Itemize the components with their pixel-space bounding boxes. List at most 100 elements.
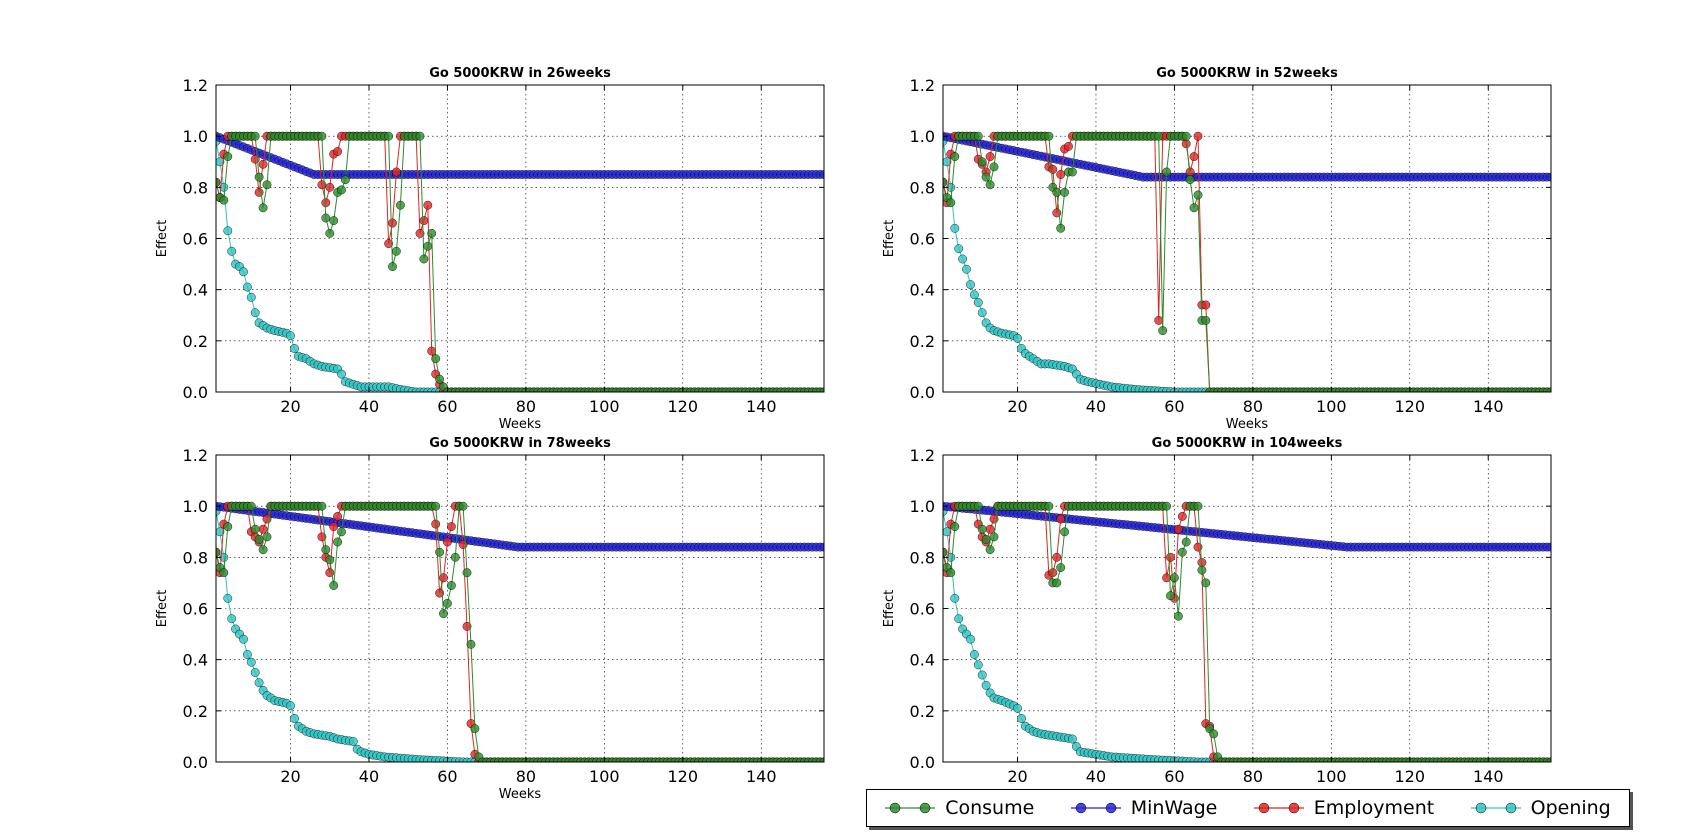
opening-series-point <box>943 527 952 537</box>
consume-series-point <box>470 724 480 734</box>
y-tick-label: 0.0 <box>910 753 935 772</box>
x-tick-label: 100 <box>1316 767 1347 786</box>
consume-series-point <box>1197 565 1207 575</box>
opening-series-point <box>970 290 979 300</box>
opening-series-point <box>966 280 975 289</box>
opening-series-point <box>973 660 983 670</box>
consume-series <box>943 131 1551 392</box>
x-tick-label: 40 <box>1086 767 1106 786</box>
consume-series-point <box>258 545 268 555</box>
consume-series-point <box>1052 187 1062 197</box>
chart-panel-1: 20 40 60 80 100 120 140 0.0 0.2 0.4 0.6 0.8 1.0 1.2 Go… <box>155 66 825 432</box>
x-tick-label: 20 <box>280 767 300 786</box>
y-tick-label: 1.2 <box>910 76 935 95</box>
consume-series-point <box>446 581 456 590</box>
employment-series-point <box>1056 170 1066 179</box>
legend-item-opening: Opening <box>1470 797 1611 819</box>
consume-series-point <box>1209 729 1219 739</box>
y-tick-label: 0.0 <box>910 383 935 402</box>
y-tick-label: 0.2 <box>183 332 208 351</box>
opening-series-point <box>958 254 967 264</box>
consume-series-point <box>989 532 999 542</box>
y-tick-label: 1.2 <box>183 446 208 465</box>
opening-series-point <box>977 670 987 680</box>
consume-series-point <box>1060 527 1070 537</box>
legend: Consume MinWage Employment Opening <box>866 789 1630 827</box>
x-tick-label: 60 <box>437 767 457 786</box>
consume-series-point <box>1193 190 1203 200</box>
opening-series-point <box>246 657 256 667</box>
employment-series-point <box>1052 552 1062 562</box>
opening-series-point <box>246 292 256 302</box>
consume-series-point <box>384 131 393 141</box>
minwage-series-point <box>1546 542 1551 552</box>
consume-series-point <box>1052 578 1062 588</box>
consume-series-point <box>1174 611 1183 621</box>
consume-series-point <box>325 228 335 238</box>
consume-series-point <box>1181 537 1191 547</box>
consume-series-point <box>427 228 437 238</box>
legend-employment-label: Employment <box>1313 797 1435 819</box>
opening-series-point <box>216 527 225 537</box>
employment-series-point <box>985 152 995 162</box>
legend-item-employment: Employment <box>1253 797 1435 819</box>
employment-series-point <box>254 187 264 197</box>
consume-series-point <box>419 254 429 264</box>
y-tick-label: 0.8 <box>910 548 935 567</box>
consume-series-point <box>985 545 995 555</box>
consume-series-point <box>395 200 405 210</box>
legend-consume-label: Consume <box>945 797 1035 819</box>
opening-series-point <box>1013 703 1022 713</box>
consume-series-point <box>219 195 229 205</box>
y-tick-label: 0.8 <box>183 178 208 197</box>
employment-series-point <box>333 512 342 521</box>
consume-series-point <box>223 152 233 162</box>
x-tick-label: 140 <box>1473 767 1504 786</box>
opening-series-point <box>286 701 295 711</box>
x-tick-label: 40 <box>1086 397 1106 416</box>
x-tick-label: 60 <box>1164 767 1184 786</box>
opening-series-point <box>981 680 991 690</box>
legend-item-consume: Consume <box>885 797 1034 819</box>
consume-series-point <box>943 547 948 557</box>
opening-series-point <box>348 737 358 746</box>
consume-series-point <box>943 177 948 187</box>
consume-series-point <box>317 131 327 141</box>
consume-series-point <box>1201 315 1211 325</box>
consume-series-point <box>985 180 995 190</box>
x-tick-label: 80 <box>1243 767 1263 786</box>
opening-series-point <box>1013 333 1022 343</box>
employment-series-point <box>1154 315 1164 325</box>
x-tick-label: 140 <box>746 397 777 416</box>
opening-series-point <box>1017 714 1026 723</box>
employment-series-point <box>446 522 456 531</box>
employment-series-point <box>1174 524 1183 534</box>
employment-series-point <box>1201 300 1211 310</box>
consume-series-point <box>391 246 401 256</box>
opening-series-point <box>242 282 252 292</box>
x-tick-label: 120 <box>1395 767 1426 786</box>
consume-series-point <box>439 609 448 618</box>
opening-series-point <box>227 246 237 256</box>
y-axis-label: Effect <box>155 220 170 257</box>
y-tick-label: 0.6 <box>183 230 208 249</box>
y-axis-label: Effect <box>155 590 170 627</box>
consume-series-point <box>388 262 397 271</box>
opening-series-point <box>239 267 248 277</box>
consume-series-point <box>340 175 350 185</box>
employment-series-point <box>321 198 331 208</box>
employment-series-point <box>423 200 433 210</box>
opening-series-point <box>254 678 264 688</box>
x-tick-label: 120 <box>668 767 699 786</box>
consume-series-point <box>1056 563 1066 572</box>
consume-series-point <box>1162 167 1172 177</box>
consume-series-point <box>254 535 264 544</box>
opening-series-point <box>216 157 225 167</box>
chart-title: Go 5000KRW in 104weeks <box>1152 436 1343 451</box>
x-tick-label: 120 <box>1395 397 1426 416</box>
y-tick-label: 1.2 <box>910 446 935 465</box>
consume-series-point <box>246 501 256 511</box>
opening-series-point <box>966 634 975 644</box>
opening-series-point <box>950 593 960 603</box>
